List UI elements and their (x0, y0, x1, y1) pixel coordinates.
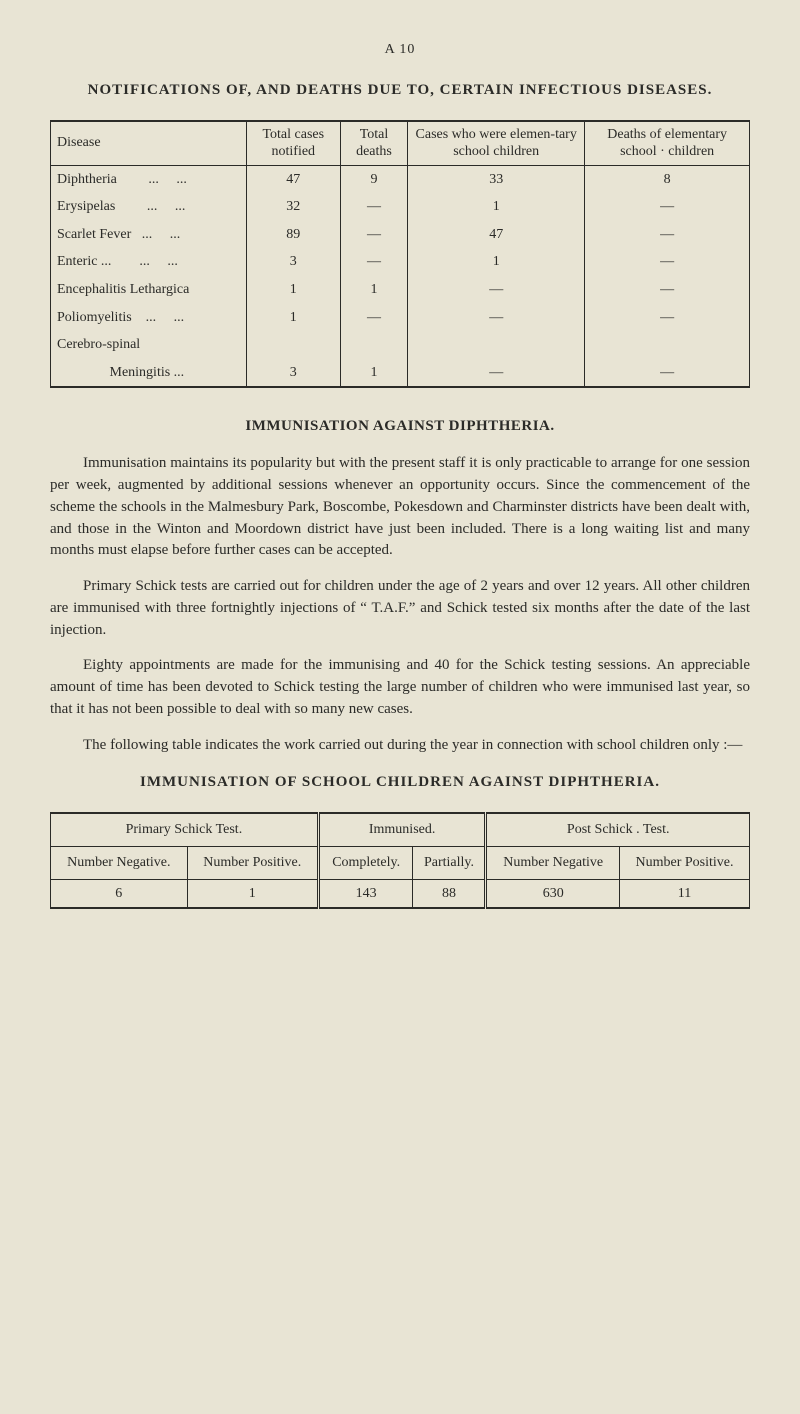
cell: — (340, 248, 407, 276)
diseases-table: Disease Total cases notified Total death… (50, 120, 750, 389)
th-disease: Disease (51, 121, 247, 166)
th-deaths-school: Deaths of elementary school · children (585, 121, 750, 166)
cell: 6 (51, 879, 188, 908)
paragraph: Primary Schick tests are carried out for… (50, 576, 750, 641)
cell (585, 331, 750, 359)
cell: — (340, 304, 407, 332)
th-immunised: Immunised. (318, 813, 486, 846)
cell: Poliomyelitis ... ... (51, 304, 247, 332)
table-row: Meningitis ... 3 1 — — (51, 359, 750, 388)
cell: Enteric ... ... ... (51, 248, 247, 276)
cell: — (408, 359, 585, 388)
cell: 47 (408, 221, 585, 249)
cell: — (585, 193, 750, 221)
cell: Meningitis ... (51, 359, 247, 388)
table1-title: NOTIFICATIONS OF, AND DEATHS DUE TO, CER… (50, 78, 750, 102)
paragraph: Immunisation maintains its popularity bu… (50, 453, 750, 562)
paragraph: Eighty appointments are made for the imm… (50, 655, 750, 720)
th-cases-notified: Total cases notified (246, 121, 340, 166)
cell: 88 (413, 879, 486, 908)
table-row: Cerebro-spinal (51, 331, 750, 359)
cell: 89 (246, 221, 340, 249)
table-row: Encephalitis Lethargica 1 1 — — (51, 276, 750, 304)
cell: — (408, 276, 585, 304)
th-num-negative: Number Negative. (51, 846, 188, 879)
cell (340, 331, 407, 359)
th-primary-schick: Primary Schick Test. (51, 813, 319, 846)
cell: 47 (246, 165, 340, 193)
cell: 1 (246, 304, 340, 332)
cell: 11 (619, 879, 749, 908)
section-heading: IMMUNISATION AGAINST DIPHTHERIA. (50, 416, 750, 437)
cell: 9 (340, 165, 407, 193)
cell: 630 (486, 879, 620, 908)
cell: 33 (408, 165, 585, 193)
cell: 8 (585, 165, 750, 193)
cell: 143 (318, 879, 413, 908)
cell: 1 (187, 879, 318, 908)
th-partially: Partially. (413, 846, 486, 879)
cell: 1 (340, 276, 407, 304)
page-number: A 10 (50, 40, 750, 60)
cell (408, 331, 585, 359)
paragraph: The following table indicates the work c… (50, 735, 750, 757)
th-num-positive: Number Positive. (187, 846, 318, 879)
cell: Encephalitis Lethargica (51, 276, 247, 304)
cell: 1 (408, 248, 585, 276)
cell (246, 331, 340, 359)
table-row: Diphtheria ... ... 47 9 33 8 (51, 165, 750, 193)
cell: — (585, 221, 750, 249)
th-cases-school: Cases who were elemen-tary school childr… (408, 121, 585, 166)
table-row: Scarlet Fever ... ... 89 — 47 — (51, 221, 750, 249)
cell: 1 (408, 193, 585, 221)
cell: — (585, 304, 750, 332)
cell: Erysipelas ... ... (51, 193, 247, 221)
table-row: Erysipelas ... ... 32 — 1 — (51, 193, 750, 221)
cell: Scarlet Fever ... ... (51, 221, 247, 249)
table-row: Poliomyelitis ... ... 1 — — — (51, 304, 750, 332)
th-post-schick: Post Schick . Test. (486, 813, 750, 846)
cell: — (585, 276, 750, 304)
th-num-negative2: Number Negative (486, 846, 620, 879)
cell: — (340, 221, 407, 249)
cell: — (340, 193, 407, 221)
cell: 3 (246, 248, 340, 276)
cell: — (585, 359, 750, 388)
th-total-deaths: Total deaths (340, 121, 407, 166)
th-num-positive2: Number Positive. (619, 846, 749, 879)
table-row: 6 1 143 88 630 11 (51, 879, 750, 908)
cell: 32 (246, 193, 340, 221)
cell: 1 (340, 359, 407, 388)
table2-title: IMMUNISATION OF SCHOOL CHILDREN AGAINST … (50, 770, 750, 794)
table-row: Enteric ... ... ... 3 — 1 — (51, 248, 750, 276)
cell: 1 (246, 276, 340, 304)
cell: Cerebro-spinal (51, 331, 247, 359)
cell: — (585, 248, 750, 276)
immunisation-table: Primary Schick Test. Immunised. Post Sch… (50, 812, 750, 909)
cell: — (408, 304, 585, 332)
cell: 3 (246, 359, 340, 388)
cell: Diphtheria ... ... (51, 165, 247, 193)
th-completely: Completely. (318, 846, 413, 879)
